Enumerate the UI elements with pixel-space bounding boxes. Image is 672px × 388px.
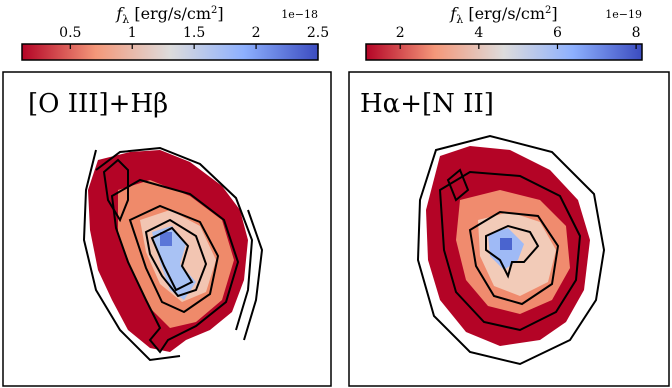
label-part: ]: [551, 4, 557, 23]
colorbar-label: fλ [erg/s/cm2]: [449, 4, 557, 26]
label-part: [erg/s/cm: [129, 4, 211, 23]
offset-label: 1e−19: [605, 8, 642, 21]
tick-label: 1.5: [183, 25, 205, 41]
colorbar-label: fλ [erg/s/cm2]: [115, 4, 223, 26]
figure: [O III]+Hβ Hα+[N II] 0.5 1 1.5 2 2.5 1e−18 fλ …: [0, 0, 672, 388]
tick-label: 2.5: [307, 25, 329, 41]
tick-label: 2: [396, 25, 405, 41]
label-part: λ: [122, 13, 129, 26]
panel-title: [O III]+Hβ: [28, 89, 168, 119]
colorbar: [366, 44, 642, 60]
label-part: λ: [456, 13, 463, 26]
colorbar: [22, 44, 318, 60]
tick-label: 4: [474, 25, 483, 41]
tick-label: 6: [553, 25, 562, 41]
offset-label: 1e−18: [281, 8, 318, 21]
label-part: [erg/s/cm: [463, 4, 545, 23]
tick-label: 1: [128, 25, 137, 41]
tick-label: 8: [632, 25, 641, 41]
tick-label: 2: [252, 25, 261, 41]
panel-title: Hα+[N II]: [360, 89, 494, 119]
tick-label: 0.5: [59, 25, 81, 41]
label-part: ]: [217, 4, 223, 23]
